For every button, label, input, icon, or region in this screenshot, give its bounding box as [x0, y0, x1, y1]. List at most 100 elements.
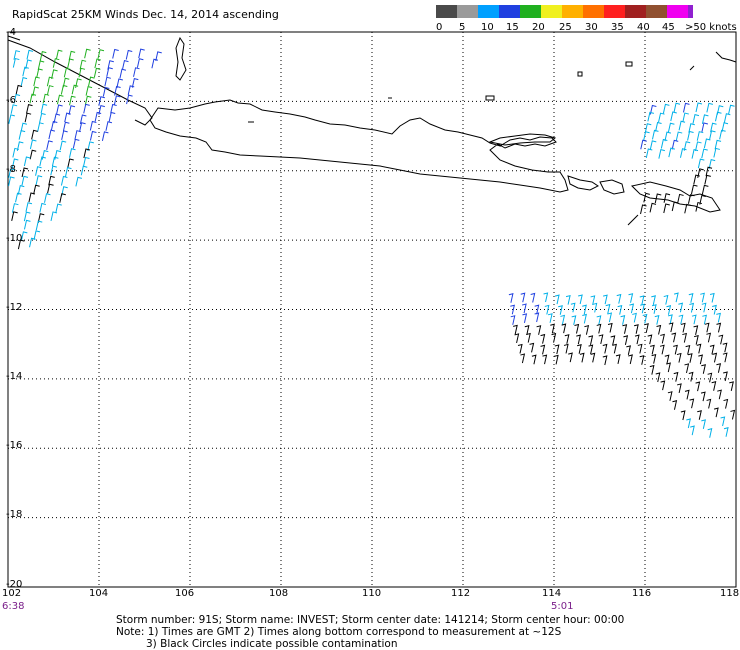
- wind-barb: [508, 293, 514, 303]
- wind-barb: [56, 104, 63, 115]
- colorbar-label: 10: [481, 22, 494, 33]
- wind-barb: [102, 86, 110, 97]
- wind-barb: [61, 130, 68, 140]
- wind-barb: [35, 166, 42, 176]
- wind-barb: [37, 60, 45, 71]
- wind-barb: [634, 324, 639, 334]
- wind-barb: [679, 148, 687, 158]
- wind-barb: [695, 381, 701, 392]
- wind-barb: [68, 105, 76, 115]
- storm-info-line: Storm number: 91S; Storm name: INVEST; S…: [116, 614, 625, 626]
- wind-barb: [540, 344, 546, 355]
- wind-barb: [629, 303, 635, 314]
- wind-barb: [660, 380, 666, 391]
- wind-barb: [650, 344, 655, 355]
- wind-barb: [670, 111, 677, 122]
- wind-barb: [668, 322, 674, 333]
- wind-barb: [658, 149, 665, 159]
- wind-barb: [15, 84, 23, 95]
- wind-barb: [151, 58, 159, 69]
- wind-barb: [590, 352, 596, 363]
- wind-barb: [664, 354, 670, 365]
- colorbar-label: 0: [436, 22, 443, 33]
- wind-barb: [687, 194, 695, 204]
- wind-barb: [60, 84, 68, 95]
- wind-barb: [649, 202, 657, 213]
- wind-barb: [67, 58, 74, 69]
- wind-barb: [649, 104, 657, 115]
- wind-barb: [21, 167, 29, 178]
- lon-tick-label: 108: [269, 588, 289, 599]
- wind-barb: [48, 129, 56, 140]
- wind-barb: [33, 230, 41, 241]
- wind-barb: [667, 122, 675, 133]
- wind-barb: [709, 292, 715, 303]
- wind-barb: [640, 204, 647, 215]
- colorbar-label: 15: [506, 22, 519, 33]
- wind-barb: [107, 60, 114, 70]
- wind-barb: [39, 51, 47, 61]
- colorbar-swatch: [646, 5, 667, 18]
- wind-barb: [20, 122, 28, 133]
- wind-barb: [640, 139, 647, 150]
- wind-barb: [536, 325, 542, 335]
- wind-barb: [705, 166, 713, 177]
- wind-barb: [688, 293, 694, 303]
- wind-barb: [35, 175, 43, 185]
- wind-barb: [628, 354, 633, 365]
- wind-barb: [682, 102, 690, 113]
- wind-barb: [36, 68, 43, 79]
- wind-barb: [510, 304, 515, 315]
- colorbar-swatch: [499, 5, 520, 18]
- wind-barb: [723, 398, 729, 409]
- wind-barb: [32, 86, 39, 97]
- wind-barb: [119, 68, 127, 79]
- wind-barb: [40, 103, 48, 114]
- wind-barb: [683, 141, 691, 151]
- wind-barb: [643, 192, 650, 203]
- wind-barb: [579, 352, 585, 363]
- wind-barb: [83, 156, 90, 167]
- wind-barb: [632, 312, 637, 323]
- wind-barb: [639, 295, 645, 306]
- wind-barb: [50, 211, 58, 222]
- wind-barb: [24, 112, 32, 123]
- wind-barb: [654, 314, 660, 325]
- wind-barb: [126, 94, 133, 105]
- wind-barb: [29, 237, 36, 248]
- wind-barb: [584, 324, 590, 335]
- wind-barb: [697, 168, 704, 179]
- wind-barb: [521, 303, 527, 314]
- wind-barb: [68, 50, 76, 61]
- wind-barb: [565, 294, 571, 305]
- wind-barb: [105, 121, 113, 131]
- wind-barb: [101, 131, 109, 141]
- wind-barb: [576, 344, 582, 354]
- wind-barb: [155, 51, 162, 62]
- colorbar-label: >50 knots: [685, 22, 737, 33]
- wind-barb: [663, 203, 670, 214]
- colorbar-label: 35: [611, 22, 624, 33]
- lon-tick-label: 112: [451, 588, 471, 599]
- wind-barb: [656, 324, 662, 335]
- wind-barb: [530, 292, 536, 303]
- wind-barb: [20, 77, 28, 87]
- wind-barb: [39, 156, 46, 167]
- island-coast: [175, 36, 187, 81]
- colorbar-swatch: [541, 5, 562, 18]
- wind-barb: [15, 192, 22, 203]
- wind-barb: [18, 130, 26, 140]
- wind-barb: [510, 315, 516, 325]
- wind-barb: [685, 344, 691, 355]
- wind-barb: [602, 355, 608, 366]
- wind-barb: [26, 104, 33, 114]
- wind-barb: [607, 312, 613, 323]
- wind-barb: [29, 93, 37, 104]
- wind-barb: [612, 343, 617, 354]
- wind-barb: [700, 292, 705, 303]
- wind-barb: [11, 158, 19, 169]
- wind-barb: [108, 111, 116, 122]
- wind-barb: [20, 231, 28, 241]
- wind-barb: [522, 313, 528, 323]
